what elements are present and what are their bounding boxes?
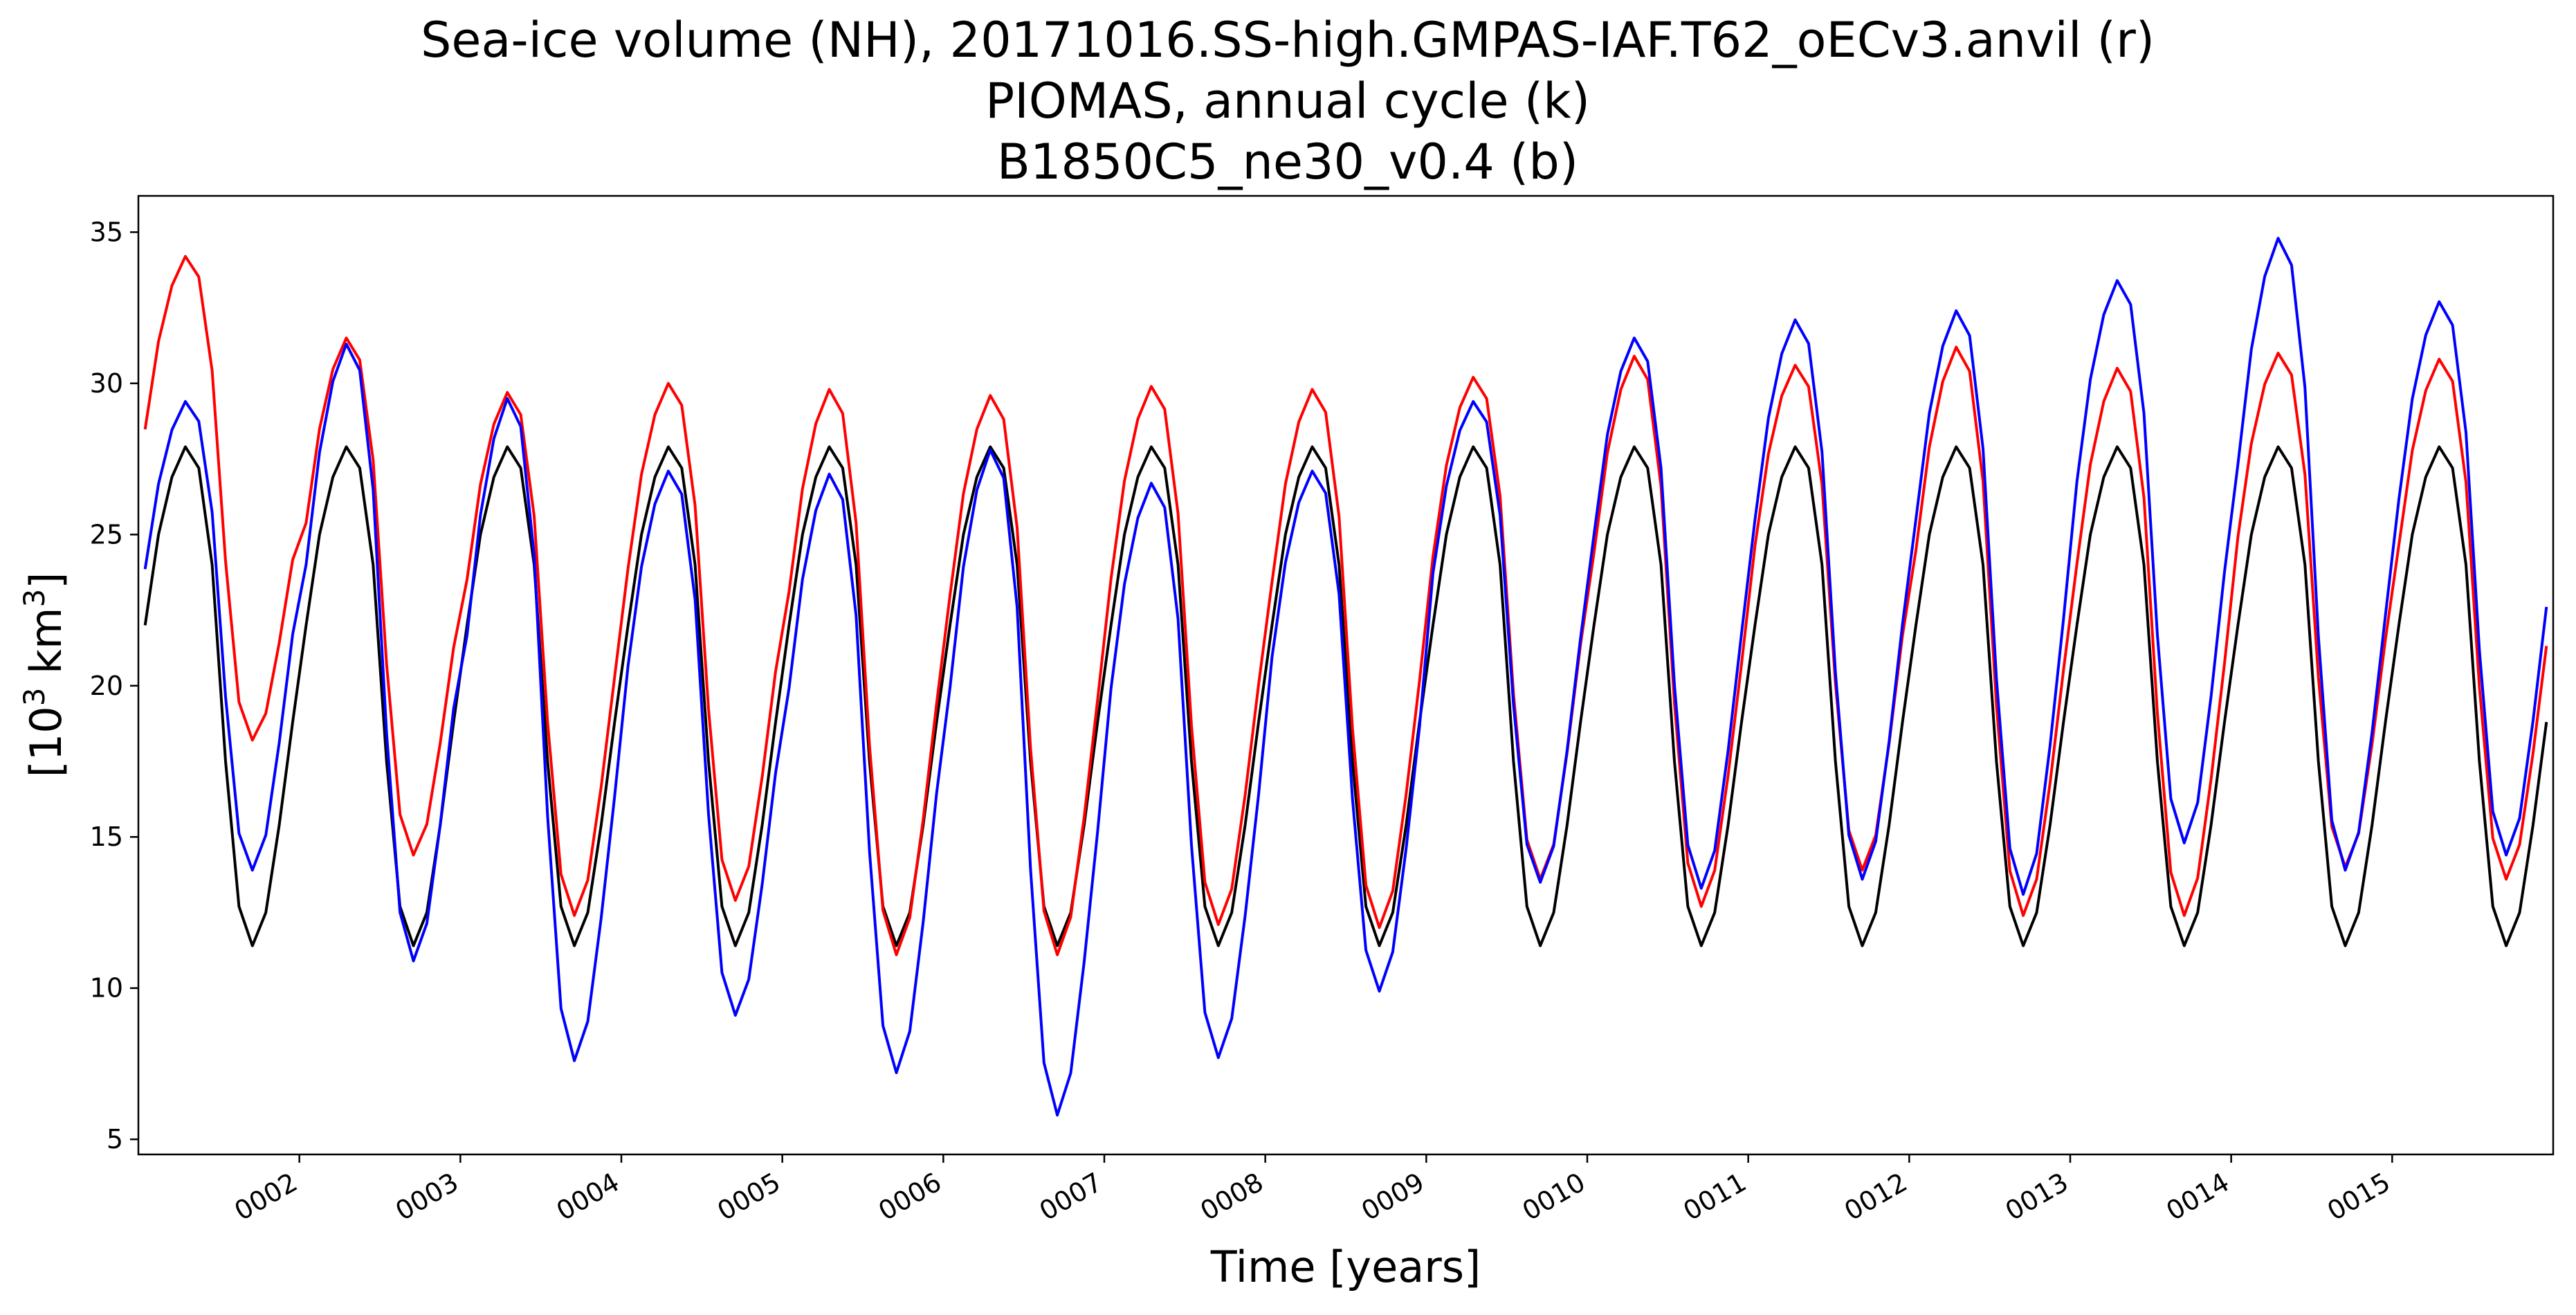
title-line-3: B1850C5_ne30_v0.4 (b) [997,134,1578,190]
y-label-end: ] [21,572,71,589]
x-tick-label: 0011 [1678,1167,1751,1226]
x-tick-label: 0003 [390,1167,464,1226]
x-tick-label: 0012 [1839,1167,1912,1226]
series-line-red [143,255,2548,956]
x-tick-label: 0004 [551,1167,625,1226]
x-tick-label: 0008 [1195,1167,1268,1226]
y-axis-ticks: 5 10 15 20 25 30 35 [90,217,138,1154]
series-group [143,237,2548,1117]
y-tick-label: 5 [107,1124,123,1154]
x-tick-label: 0009 [1356,1167,1429,1226]
x-tick-label: 0005 [712,1167,785,1226]
y-tick-label: 35 [90,217,123,247]
y-label-base: [10 [21,706,71,777]
series-line-piomas [143,445,2548,947]
x-tick-label: 0014 [2161,1167,2234,1226]
y-tick-label: 15 [90,822,123,852]
x-axis-ticks: 0002 0003 0004 0005 0006 0007 0008 0009 0010 0011… [229,1154,2395,1226]
x-tick-label: 0010 [1517,1167,1591,1226]
x-tick-label: 0006 [873,1167,947,1226]
y-tick-label: 25 [90,519,123,550]
series-line-blue [143,237,2548,1117]
y-label-unit: km [21,608,71,688]
y-tick-label: 20 [90,671,123,701]
y-axis-label: [103 km3] [17,572,72,778]
x-tick-label: 0015 [2322,1167,2395,1226]
plot-frame [137,194,2555,1156]
x-tick-label: 0002 [229,1167,302,1226]
x-axis-label: Time [years] [1210,1242,1481,1292]
y-label-sup2: 3 [17,589,51,608]
x-tick-label: 0007 [1034,1167,1108,1226]
x-tick-label: 0013 [2000,1167,2074,1226]
y-tick-label: 30 [90,368,123,399]
title-line-2: PIOMAS, annual cycle (k) [985,73,1590,129]
y-tick-label: 10 [90,973,123,1004]
y-label-sup: 3 [17,688,51,707]
title-line-1: Sea-ice volume (NH), 20171016.SS-high.GM… [421,12,2155,69]
chart-title: Sea-ice volume (NH), 20171016.SS-high.GM… [421,12,2155,190]
